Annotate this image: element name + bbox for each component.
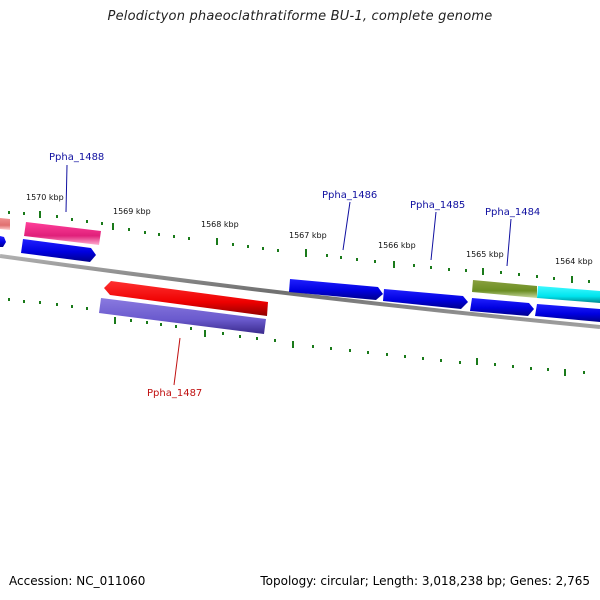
gene-Ppha_1484[interactable]: [470, 298, 534, 316]
gene-unlabeled-cyan[interactable]: [537, 286, 600, 303]
genome-title: Pelodictyon phaeoclathratiforme BU-1, co…: [107, 9, 493, 24]
genome-backbone: [0, 254, 600, 329]
gene-label-Ppha_1485[interactable]: Ppha_1485: [410, 200, 465, 211]
gene-unlabeled-blue-1[interactable]: [21, 239, 96, 262]
kbp-label-1567: 1567 kbp: [289, 231, 327, 240]
accession-text: Accession: NC_011060: [9, 574, 146, 588]
genome-summary-text: Topology: circular; Length: 3,018,238 bp…: [260, 574, 590, 588]
leader-line-1488: [65, 164, 68, 213]
gene-unlabeled-left-blue[interactable]: [0, 236, 6, 247]
gene-Ppha_1486[interactable]: [289, 279, 383, 300]
gene-label-Ppha_1484[interactable]: Ppha_1484: [485, 207, 540, 218]
upper-tick-row: [8, 211, 590, 283]
lower-tick-row: [8, 298, 585, 376]
kbp-label-1565: 1565 kbp: [466, 250, 504, 259]
gene-label-Ppha_1487[interactable]: Ppha_1487: [147, 388, 202, 399]
gene-unlabeled-left-red[interactable]: [0, 218, 10, 230]
gene-unlabeled-blue-right[interactable]: [535, 304, 600, 322]
leader-line-1486: [342, 201, 351, 251]
gene-unlabeled-olive[interactable]: [472, 280, 537, 298]
leader-line-1484: [506, 218, 512, 267]
gene-label-Ppha_1486[interactable]: Ppha_1486: [322, 190, 377, 201]
gene-unlabeled-purple[interactable]: [99, 298, 266, 334]
kbp-label-1564: 1564 kbp: [555, 257, 593, 266]
gene-label-Ppha_1488[interactable]: Ppha_1488: [49, 152, 104, 163]
kbp-label-1569: 1569 kbp: [113, 207, 151, 216]
gene-Ppha_1485[interactable]: [383, 289, 468, 309]
kbp-label-1566: 1566 kbp: [378, 241, 416, 250]
kbp-label-1570: 1570 kbp: [26, 193, 64, 202]
leader-line-1487: [173, 337, 181, 386]
leader-line-1485: [430, 211, 437, 261]
gene-Ppha_1487[interactable]: [104, 281, 268, 316]
gene-Ppha_1488[interactable]: [24, 222, 101, 245]
kbp-label-1568: 1568 kbp: [201, 220, 239, 229]
